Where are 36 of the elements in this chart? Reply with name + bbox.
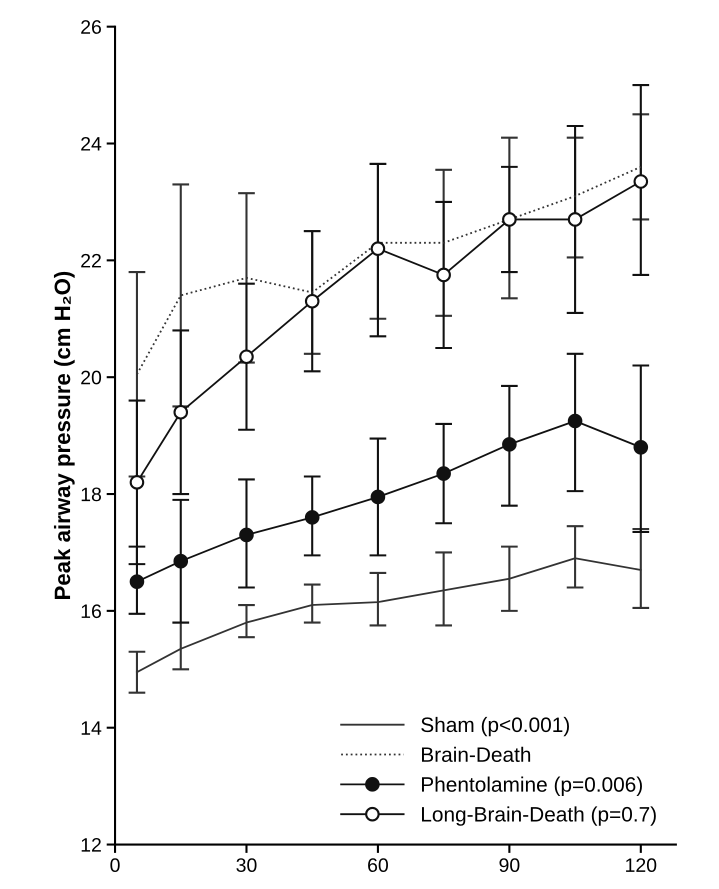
point xyxy=(634,174,648,189)
legend-label: Brain-Death xyxy=(422,746,530,762)
point xyxy=(370,241,386,256)
point xyxy=(436,268,451,282)
point xyxy=(130,574,144,589)
point xyxy=(502,212,517,227)
point xyxy=(239,528,254,542)
point xyxy=(304,294,320,309)
y-tick-label: 24 xyxy=(81,136,102,151)
y-axis-title: Peak airway pressure (cm H₂O) xyxy=(54,272,75,600)
point xyxy=(130,475,144,490)
x-tick-label: 60 xyxy=(368,858,388,872)
y-tick-label: 20 xyxy=(81,370,102,384)
point xyxy=(568,212,582,227)
legend-label: Sham (p<0.001) xyxy=(421,716,569,736)
point xyxy=(568,414,582,428)
y-tick-label: 18 xyxy=(82,488,101,502)
y-tick-label: 22 xyxy=(81,254,101,268)
y-tick-label: 14 xyxy=(82,721,102,735)
point xyxy=(173,554,188,569)
point xyxy=(304,510,320,525)
point xyxy=(370,490,386,504)
point xyxy=(173,404,188,420)
legend-label: Phentolamine (p=0.006) xyxy=(422,776,642,796)
x-tick-label: 120 xyxy=(626,858,656,872)
x-tick-label: 90 xyxy=(499,858,520,872)
point xyxy=(634,440,648,455)
legend-label: Long-Brain-Death (p=0.7) xyxy=(422,806,656,826)
y-tick-label: 12 xyxy=(82,838,101,852)
x-tick-label: 30 xyxy=(236,858,257,872)
y-tick-label: 26 xyxy=(81,20,101,34)
point xyxy=(239,349,254,364)
y-tick-label: 16 xyxy=(82,604,101,618)
x-tick-label: 0 xyxy=(110,858,120,872)
point xyxy=(436,466,451,481)
point xyxy=(502,437,517,452)
